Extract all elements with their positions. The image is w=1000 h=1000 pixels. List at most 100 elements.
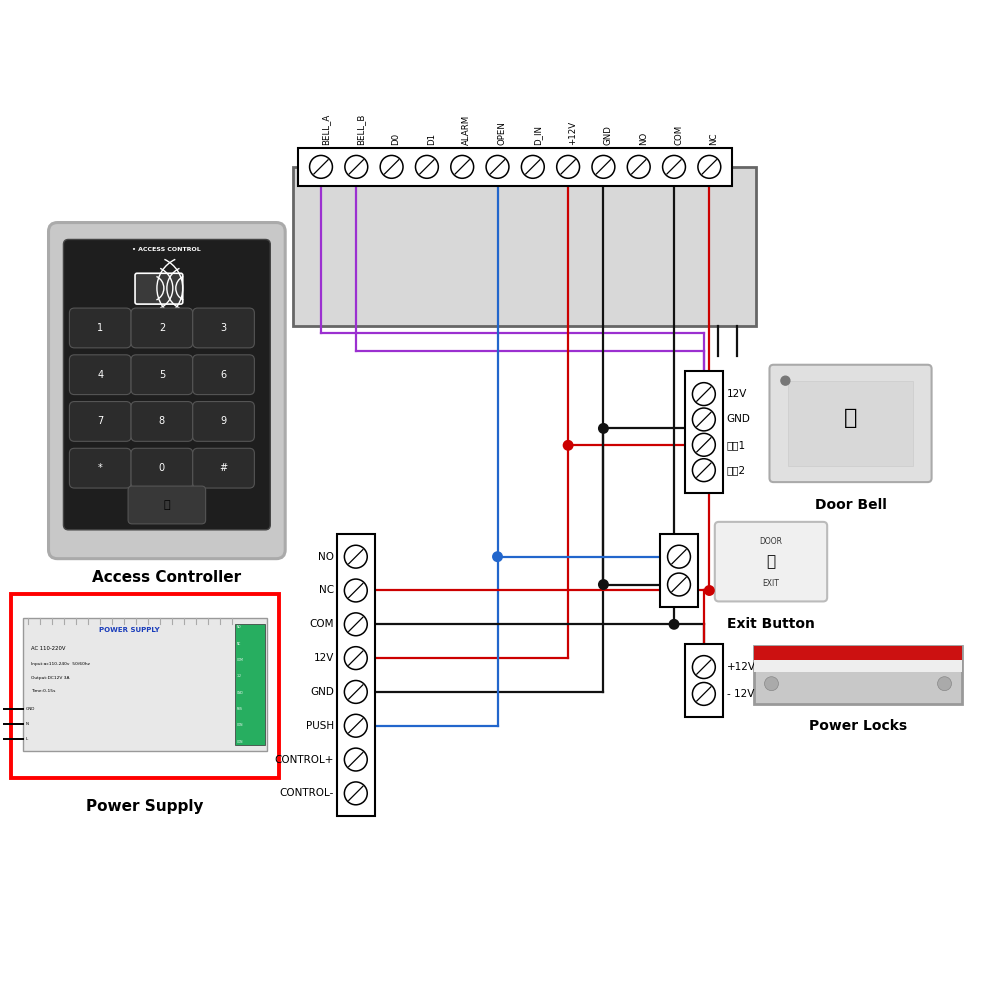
Text: L: L [26,737,28,741]
FancyBboxPatch shape [128,486,206,524]
FancyBboxPatch shape [11,594,279,778]
Text: 4: 4 [97,370,103,380]
Text: 🔔: 🔔 [844,408,857,428]
Text: BELL_B: BELL_B [356,114,365,145]
Circle shape [344,579,367,602]
Text: Output:DC12V 3A: Output:DC12V 3A [31,676,69,680]
Text: 2: 2 [159,323,165,333]
Text: NC: NC [709,132,718,145]
Text: NO: NO [318,552,334,562]
Circle shape [344,647,367,670]
Circle shape [344,545,367,568]
FancyBboxPatch shape [337,534,375,816]
FancyBboxPatch shape [131,355,193,395]
FancyBboxPatch shape [293,167,756,326]
Text: POWER SUPPLY: POWER SUPPLY [99,627,159,633]
Text: 8: 8 [159,416,165,426]
Circle shape [344,782,367,805]
Text: - 12V: - 12V [727,689,754,699]
Text: PUS: PUS [236,707,242,711]
Text: CON: CON [236,723,243,727]
Circle shape [344,613,367,636]
Circle shape [563,440,574,451]
Text: NC: NC [236,642,241,646]
Text: +12V: +12V [568,121,577,145]
Circle shape [521,155,544,178]
Circle shape [557,155,580,178]
Text: Input:ac110-240v  50/60hz: Input:ac110-240v 50/60hz [31,662,89,666]
Text: GND: GND [236,691,243,695]
Text: GND: GND [727,414,751,424]
Text: D1: D1 [427,133,436,145]
Text: Power Locks: Power Locks [809,719,907,733]
Circle shape [380,155,403,178]
Text: COM: COM [309,619,334,629]
FancyBboxPatch shape [193,355,254,395]
Text: GND: GND [603,125,612,145]
Circle shape [781,376,790,385]
FancyBboxPatch shape [63,239,270,530]
Circle shape [692,408,715,431]
Text: CON: CON [236,740,243,744]
Text: 5: 5 [159,370,165,380]
Circle shape [692,459,715,482]
Text: *: * [98,463,103,473]
FancyBboxPatch shape [788,381,913,466]
Text: 3: 3 [220,323,227,333]
Text: Access Controller: Access Controller [92,570,241,585]
Text: Door Bell: Door Bell [815,498,886,512]
FancyBboxPatch shape [193,448,254,488]
FancyBboxPatch shape [69,448,131,488]
Circle shape [451,155,474,178]
Text: N: N [26,722,29,726]
Text: 🔔: 🔔 [164,500,170,510]
Text: CONTROL+: CONTROL+ [275,755,334,765]
Text: PUSH: PUSH [306,721,334,731]
Text: • ACCESS CONTROL: • ACCESS CONTROL [132,247,201,252]
Text: COM: COM [236,658,243,662]
FancyBboxPatch shape [685,371,723,493]
Circle shape [598,423,609,434]
FancyBboxPatch shape [23,618,267,751]
FancyBboxPatch shape [49,223,285,559]
FancyBboxPatch shape [193,308,254,348]
Text: 12V: 12V [314,653,334,663]
Circle shape [704,585,715,596]
Circle shape [415,155,438,178]
Text: 🔑: 🔑 [766,554,776,569]
Text: Exit Button: Exit Button [727,617,815,631]
Circle shape [310,155,332,178]
Circle shape [627,155,650,178]
Circle shape [592,155,615,178]
FancyBboxPatch shape [754,660,962,672]
Text: EXIT: EXIT [763,579,779,588]
Text: NO: NO [236,625,241,629]
FancyBboxPatch shape [69,355,131,395]
Circle shape [492,551,503,562]
Text: #: # [219,463,228,473]
Text: CONTROL-: CONTROL- [280,788,334,798]
Text: 9: 9 [220,416,227,426]
Text: 12V: 12V [727,389,747,399]
FancyBboxPatch shape [754,646,962,704]
Circle shape [765,677,778,691]
Text: 信号2: 信号2 [727,465,746,475]
Text: AC 110-220V: AC 110-220V [31,646,65,651]
FancyBboxPatch shape [131,308,193,348]
Circle shape [663,155,685,178]
Text: +12V: +12V [727,662,756,672]
Text: GND: GND [310,687,334,697]
Text: 0: 0 [159,463,165,473]
FancyBboxPatch shape [754,646,962,660]
Circle shape [692,433,715,456]
FancyBboxPatch shape [131,448,193,488]
Circle shape [345,155,368,178]
Circle shape [344,680,367,703]
Text: D_IN: D_IN [533,125,542,145]
FancyBboxPatch shape [69,402,131,441]
Text: 7: 7 [97,416,103,426]
Circle shape [692,682,715,705]
Circle shape [344,748,367,771]
Circle shape [486,155,509,178]
Text: GND: GND [26,707,35,711]
